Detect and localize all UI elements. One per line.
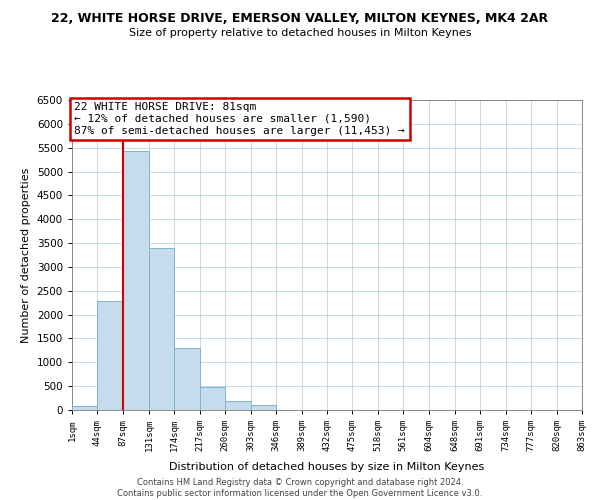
X-axis label: Distribution of detached houses by size in Milton Keynes: Distribution of detached houses by size … bbox=[169, 462, 485, 472]
Bar bbox=[175, 348, 200, 410]
Text: Size of property relative to detached houses in Milton Keynes: Size of property relative to detached ho… bbox=[129, 28, 471, 38]
Bar bbox=[97, 302, 123, 410]
Bar bbox=[251, 406, 276, 410]
Bar bbox=[200, 386, 225, 410]
Y-axis label: Number of detached properties: Number of detached properties bbox=[21, 168, 31, 342]
Bar bbox=[225, 400, 251, 410]
Bar bbox=[123, 150, 149, 410]
Text: 22, WHITE HORSE DRIVE, EMERSON VALLEY, MILTON KEYNES, MK4 2AR: 22, WHITE HORSE DRIVE, EMERSON VALLEY, M… bbox=[52, 12, 548, 26]
Bar bbox=[149, 248, 175, 410]
Bar bbox=[72, 406, 97, 410]
Text: Contains HM Land Registry data © Crown copyright and database right 2024.
Contai: Contains HM Land Registry data © Crown c… bbox=[118, 478, 482, 498]
Text: 22 WHITE HORSE DRIVE: 81sqm
← 12% of detached houses are smaller (1,590)
87% of : 22 WHITE HORSE DRIVE: 81sqm ← 12% of det… bbox=[74, 102, 405, 136]
